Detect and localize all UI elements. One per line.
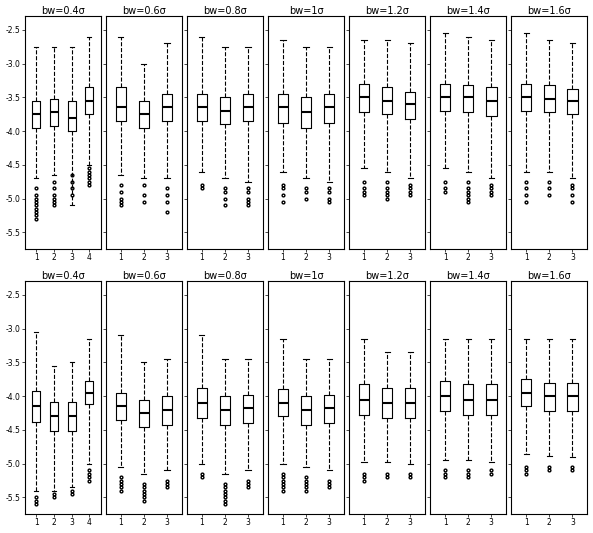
Title: bw=0.8σ: bw=0.8σ xyxy=(203,271,247,281)
Title: bw=1.4σ: bw=1.4σ xyxy=(447,271,490,281)
Title: bw=1.6σ: bw=1.6σ xyxy=(527,5,571,15)
Title: bw=0.4σ: bw=0.4σ xyxy=(41,271,85,281)
Title: bw=0.6σ: bw=0.6σ xyxy=(122,271,165,281)
Title: bw=0.4σ: bw=0.4σ xyxy=(41,5,85,15)
Title: bw=0.8σ: bw=0.8σ xyxy=(203,5,247,15)
Title: bw=1σ: bw=1σ xyxy=(289,271,323,281)
Title: bw=1.2σ: bw=1.2σ xyxy=(365,271,409,281)
Title: bw=1σ: bw=1σ xyxy=(289,5,323,15)
Title: bw=1.6σ: bw=1.6σ xyxy=(527,271,571,281)
Title: bw=0.6σ: bw=0.6σ xyxy=(122,5,165,15)
Title: bw=1.4σ: bw=1.4σ xyxy=(447,5,490,15)
Title: bw=1.2σ: bw=1.2σ xyxy=(365,5,409,15)
